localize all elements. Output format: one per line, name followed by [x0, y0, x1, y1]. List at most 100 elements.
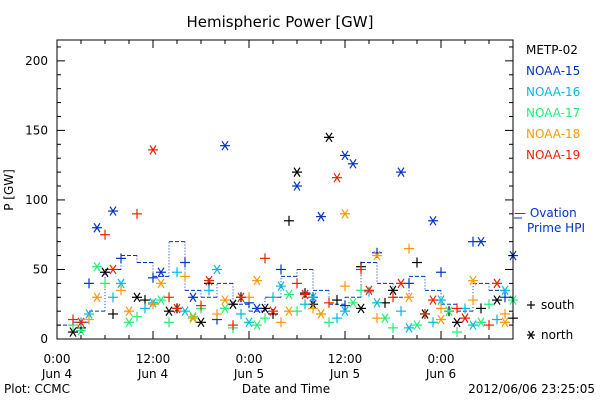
point-noaa-16-north: [212, 264, 222, 275]
point-noaa-15-north: [316, 211, 326, 222]
point-metp-02-south: [412, 257, 422, 268]
y-tick-label: 100: [25, 193, 48, 207]
point-noaa-17-south: [484, 299, 494, 310]
point-noaa-19-north: [172, 303, 182, 314]
point-noaa-15-south: [84, 278, 94, 289]
point-metp-02-south: [108, 308, 118, 319]
x-tick-label-date: Jun 5: [329, 367, 360, 381]
point-noaa-18-north: [340, 209, 350, 219]
point-noaa-17-south: [260, 313, 270, 324]
footer-timestamp: 2012/06/06 23:25:05: [468, 382, 595, 396]
point-noaa-18-south: [436, 303, 446, 314]
y-tick-label: 50: [33, 262, 48, 276]
symbol-legend-label: south: [541, 298, 575, 312]
point-noaa-19-south: [292, 278, 302, 289]
point-noaa-16-north: [340, 306, 350, 317]
x-tick-label-date: Jun 4: [137, 367, 168, 381]
point-noaa-15-north: [252, 303, 262, 314]
point-noaa-15-south: [116, 253, 126, 264]
point-noaa-18-north: [124, 306, 134, 317]
chart-title: Hemispheric Power [GW]: [187, 13, 374, 31]
point-noaa-19-north: [204, 275, 214, 286]
point-noaa-16-north: [180, 306, 190, 317]
point-noaa-18-north: [372, 250, 382, 261]
symbol-legend-south: south: [527, 298, 575, 312]
point-noaa-17-south: [324, 317, 334, 328]
point-noaa-17-north: [476, 317, 486, 328]
point-noaa-16-south: [428, 317, 438, 328]
point-noaa-15-south: [436, 267, 446, 278]
point-metp-02-north: [196, 317, 206, 328]
x-tick-label-time: 0:00: [44, 352, 71, 366]
point-noaa-19-north: [268, 306, 278, 317]
point-noaa-18-south: [468, 295, 478, 306]
point-noaa-19-north: [108, 264, 118, 275]
point-noaa-19-south: [132, 208, 142, 219]
point-noaa-16-north: [244, 317, 254, 328]
ovation-label-line2: Prime HPI: [527, 221, 585, 235]
point-noaa-16-south: [492, 314, 502, 325]
point-noaa-18-north: [156, 278, 166, 289]
point-noaa-16-south: [300, 299, 310, 310]
point-noaa-15-north: [476, 236, 486, 247]
point-noaa-19-south: [68, 314, 78, 325]
point-noaa-18-south: [308, 303, 318, 314]
y-tick-label: 200: [25, 54, 48, 68]
point-noaa-19-north: [236, 292, 246, 303]
point-noaa-19-south: [452, 303, 462, 314]
point-noaa-19-north: [396, 278, 406, 289]
point-noaa-18-north: [404, 292, 414, 303]
point-metp-02-south: [476, 303, 486, 314]
point-noaa-15-north: [92, 222, 102, 233]
x-tick-label-time: 0:00: [428, 352, 455, 366]
point-noaa-17-south: [452, 327, 462, 338]
point-noaa-17-north: [92, 261, 102, 272]
point-noaa-19-south: [420, 308, 430, 319]
point-metp-02-north: [452, 317, 462, 328]
point-noaa-15-north: [156, 267, 166, 278]
x-tick-label-date: Jun 5: [233, 367, 264, 381]
point-noaa-17-north: [444, 306, 454, 317]
point-noaa-18-south: [276, 317, 286, 328]
point-noaa-17-north: [252, 320, 262, 330]
point-noaa-19-south: [356, 264, 366, 275]
point-noaa-15-north: [348, 158, 358, 169]
point-noaa-18-south: [84, 314, 94, 325]
point-noaa-16-north: [308, 292, 318, 303]
point-noaa-17-south: [100, 278, 110, 289]
x-tick-label-date: Jun 4: [41, 367, 72, 381]
y-axis-label: P [GW]: [2, 169, 16, 211]
point-noaa-16-north: [276, 281, 286, 291]
point-noaa-19-south: [164, 292, 174, 303]
x-tick-label-time: 0:00: [236, 352, 263, 366]
point-noaa-19-south: [260, 253, 270, 264]
x-tick-label-time: 12:00: [136, 352, 171, 366]
point-noaa-19-south: [228, 320, 238, 331]
point-noaa-16-south: [204, 285, 214, 296]
y-tick-label: 0: [40, 332, 48, 346]
point-noaa-19-south: [324, 297, 334, 308]
point-noaa-15-south: [276, 264, 286, 275]
x-axis-label: Date and Time: [242, 382, 330, 396]
point-metp-02-north: [356, 303, 366, 314]
legend-noaa-16: NOAA-16: [526, 85, 580, 99]
point-metp-02-south: [332, 295, 342, 306]
point-noaa-17-north: [124, 317, 134, 328]
point-noaa-19-north: [460, 313, 470, 323]
plot-area-frame: [56, 39, 514, 340]
point-metp-02-south: [140, 295, 150, 306]
y-axis: 0 50 100 150 200: [25, 46, 513, 346]
point-noaa-18-north: [188, 313, 198, 323]
point-noaa-19-north: [76, 317, 86, 328]
point-noaa-15-south: [148, 272, 158, 283]
point-noaa-18-south: [212, 308, 222, 319]
point-metp-02-south: [284, 215, 294, 226]
point-noaa-16-south: [396, 306, 406, 317]
symbol-legend: south north: [527, 298, 575, 342]
footer-plot-credit: Plot: CCMC: [4, 382, 70, 396]
point-noaa-16-south: [268, 292, 278, 303]
point-noaa-16-north: [404, 323, 414, 333]
point-noaa-15-south: [340, 300, 350, 311]
point-noaa-17-south: [164, 317, 174, 328]
point-noaa-19-north: [428, 295, 438, 305]
